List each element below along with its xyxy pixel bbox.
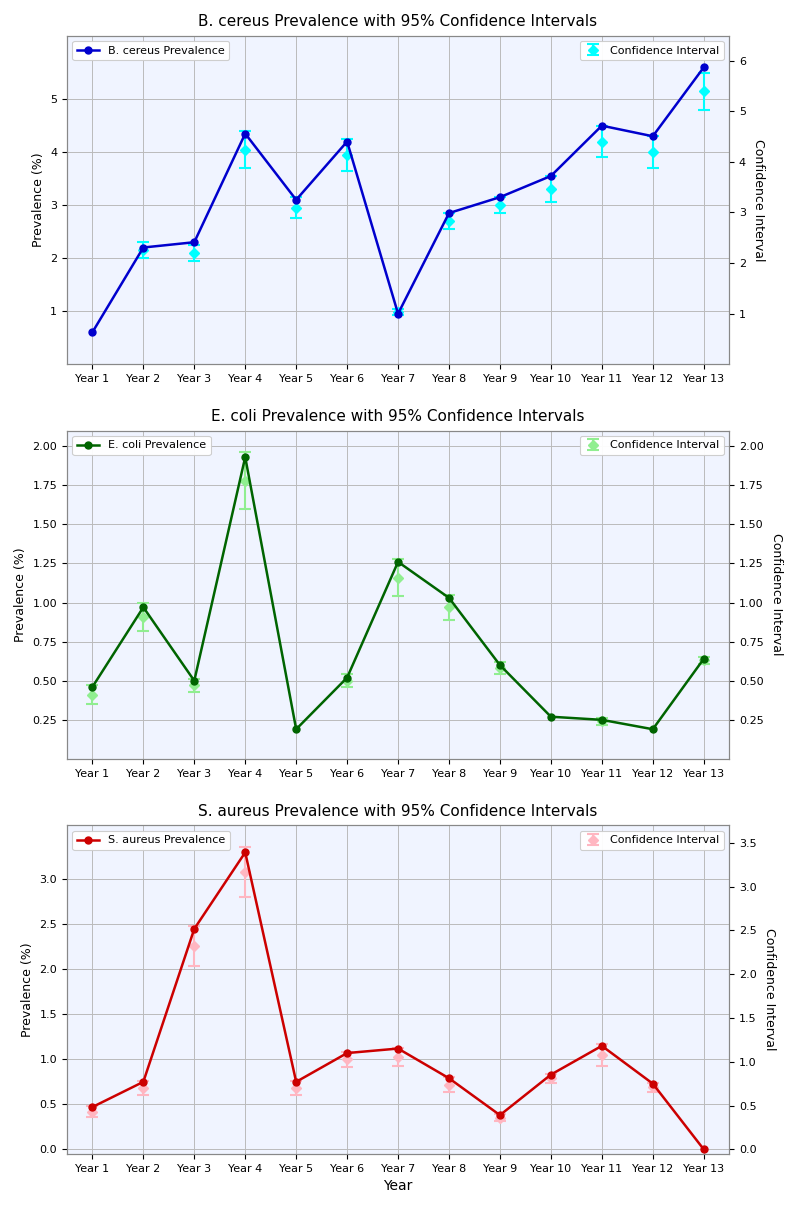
S. aureus Prevalence: [648, 1077, 658, 1091]
S. aureus Prevalence: [88, 1100, 97, 1114]
Line: S. aureus Prevalence: S. aureus Prevalence: [89, 849, 707, 1153]
E. coli Prevalence: [597, 712, 607, 727]
E. coli Prevalence: [190, 674, 199, 688]
Line: E. coli Prevalence: E. coli Prevalence: [89, 454, 707, 733]
Y-axis label: Prevalence (%): Prevalence (%): [14, 548, 27, 642]
Legend: Confidence Interval: Confidence Interval: [580, 436, 724, 455]
B. cereus Prevalence: [190, 235, 199, 250]
Y-axis label: Confidence Interval: Confidence Interval: [752, 139, 765, 261]
Line: B. cereus Prevalence: B. cereus Prevalence: [89, 64, 707, 336]
B. cereus Prevalence: [597, 118, 607, 133]
E. coli Prevalence: [241, 450, 250, 465]
B. cereus Prevalence: [292, 193, 301, 208]
E. coli Prevalence: [444, 590, 453, 605]
Y-axis label: Prevalence (%): Prevalence (%): [32, 152, 45, 247]
Legend: Confidence Interval: Confidence Interval: [580, 830, 724, 850]
Y-axis label: Confidence Interval: Confidence Interval: [763, 928, 776, 1051]
S. aureus Prevalence: [393, 1042, 402, 1056]
S. aureus Prevalence: [190, 922, 199, 937]
S. aureus Prevalence: [495, 1108, 505, 1123]
E. coli Prevalence: [343, 670, 352, 684]
S. aureus Prevalence: [292, 1074, 301, 1089]
E. coli Prevalence: [292, 722, 301, 736]
E. coli Prevalence: [648, 722, 658, 736]
Y-axis label: Confidence Interval: Confidence Interval: [770, 533, 783, 655]
S. aureus Prevalence: [241, 845, 250, 859]
Title: S. aureus Prevalence with 95% Confidence Intervals: S. aureus Prevalence with 95% Confidence…: [198, 804, 598, 818]
B. cereus Prevalence: [699, 60, 709, 75]
B. cereus Prevalence: [241, 127, 250, 141]
S. aureus Prevalence: [139, 1074, 148, 1089]
S. aureus Prevalence: [699, 1142, 709, 1156]
X-axis label: Year: Year: [383, 1179, 413, 1193]
Title: B. cereus Prevalence with 95% Confidence Intervals: B. cereus Prevalence with 95% Confidence…: [198, 14, 598, 29]
B. cereus Prevalence: [343, 134, 352, 148]
B. cereus Prevalence: [444, 206, 453, 221]
S. aureus Prevalence: [597, 1038, 607, 1053]
S. aureus Prevalence: [444, 1071, 453, 1085]
B. cereus Prevalence: [648, 129, 658, 144]
S. aureus Prevalence: [343, 1045, 352, 1060]
Y-axis label: Prevalence (%): Prevalence (%): [21, 943, 34, 1037]
Legend: Confidence Interval: Confidence Interval: [580, 41, 724, 60]
Title: E. coli Prevalence with 95% Confidence Intervals: E. coli Prevalence with 95% Confidence I…: [211, 409, 585, 424]
E. coli Prevalence: [495, 658, 505, 672]
B. cereus Prevalence: [546, 169, 556, 183]
B. cereus Prevalence: [139, 240, 148, 255]
E. coli Prevalence: [88, 680, 97, 694]
S. aureus Prevalence: [546, 1067, 556, 1081]
E. coli Prevalence: [139, 600, 148, 614]
E. coli Prevalence: [699, 652, 709, 666]
E. coli Prevalence: [393, 555, 402, 570]
B. cereus Prevalence: [495, 189, 505, 204]
B. cereus Prevalence: [393, 307, 402, 321]
E. coli Prevalence: [546, 710, 556, 724]
B. cereus Prevalence: [88, 325, 97, 339]
